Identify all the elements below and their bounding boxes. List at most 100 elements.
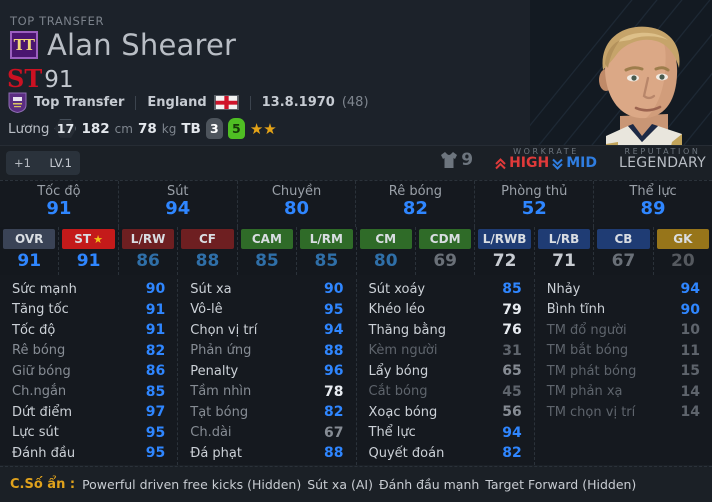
position-rating-value: 91 xyxy=(76,251,101,271)
workrate-defense: MID xyxy=(566,155,597,172)
stat-row: Dứt điểm 97 xyxy=(12,402,165,423)
stat-value: 94 xyxy=(502,424,522,441)
stat-row: Ch.dài 67 xyxy=(190,423,343,444)
stat-name: Sút xoáy xyxy=(368,281,426,297)
position-rating-value: 71 xyxy=(552,251,576,271)
chevron-up-icon xyxy=(495,157,506,169)
reputation-caption: REPUTATION xyxy=(624,147,701,156)
position-chip-label: GK xyxy=(673,232,693,246)
main-stat-3: Chuyền 80 xyxy=(238,181,357,227)
position-cell-gk[interactable]: GK 20 xyxy=(654,227,712,275)
position-cell-l-rwb[interactable]: L/RWB 72 xyxy=(475,227,535,275)
main-stat-value: 91 xyxy=(46,198,72,219)
card-type-label: TOP TRANSFER xyxy=(10,14,105,28)
position-rating-value: 88 xyxy=(195,251,220,271)
stat-value: 95 xyxy=(145,424,166,441)
position-cell-l-rw[interactable]: L/RW 86 xyxy=(119,227,179,275)
stat-row: Thăng bằng 76 xyxy=(369,320,522,341)
main-stat-label: Phòng thủ xyxy=(501,184,568,199)
stat-value: 91 xyxy=(145,301,166,318)
position-rating-value: 85 xyxy=(255,251,279,271)
stat-name: Thăng bằng xyxy=(368,322,446,338)
stat-value: 67 xyxy=(324,424,344,441)
top-transfer-badge-icon: TT xyxy=(10,31,38,59)
stat-row: Sút xoáy 85 xyxy=(369,279,522,300)
stat-row: Đá phạt 88 xyxy=(190,443,343,464)
stat-value: 95 xyxy=(145,445,166,462)
stat-value: 79 xyxy=(502,301,522,318)
position-cell-cb[interactable]: CB 67 xyxy=(594,227,654,275)
stat-row: Lẩy bóng 65 xyxy=(369,361,522,382)
stat-value: 31 xyxy=(502,342,522,359)
overall-rating: 91 xyxy=(44,67,74,93)
stat-name: Sút xa xyxy=(190,281,232,297)
player-weight: 78 xyxy=(137,120,157,137)
main-position: ST xyxy=(7,64,43,93)
position-cell-cdm[interactable]: CDM 69 xyxy=(416,227,476,275)
card-subheader: +1 LV.1 9 WORKRATE HIGH xyxy=(0,145,712,180)
position-cell-l-rm[interactable]: L/RM 85 xyxy=(297,227,357,275)
position-chip-label: L/RW xyxy=(130,232,166,246)
height-unit: cm xyxy=(114,121,133,136)
main-stat-value: 52 xyxy=(521,198,547,219)
main-stat-value: 82 xyxy=(402,198,428,219)
stat-row: Quyết đoán 82 xyxy=(369,443,522,464)
stat-name: Lực sút xyxy=(12,425,59,441)
stat-value: 11 xyxy=(680,342,700,359)
stat-row: Bình tĩnh 90 xyxy=(547,300,700,321)
stat-row: TM chọn vị trí 14 xyxy=(547,402,700,423)
player-height: 182 xyxy=(81,120,110,137)
weak-foot-icon: 3 xyxy=(205,118,223,139)
stat-name: Dứt điểm xyxy=(12,404,73,420)
position-cell-cm[interactable]: CM 80 xyxy=(357,227,416,275)
traits-label: C.Số ẩn : xyxy=(10,477,76,492)
stat-row: TM phản xạ 14 xyxy=(547,382,700,403)
stat-value: 88 xyxy=(324,445,344,462)
position-cell-l-rb[interactable]: L/RB 71 xyxy=(535,227,595,275)
stat-name: Penalty xyxy=(190,363,239,379)
position-rating-value: 86 xyxy=(136,251,160,271)
position-rating-value: 67 xyxy=(611,251,636,271)
stat-name: Vô-lê xyxy=(190,302,223,318)
stat-column-3: Sút xoáy 85 Khéo léo 79 Thăng bằng 76 Kèm ngườ… xyxy=(357,279,535,465)
position-chip: GK xyxy=(656,229,710,249)
position-chip-label: CAM xyxy=(251,232,282,246)
workrate-reputation-block: 9 WORKRATE HIGH MID xyxy=(439,147,706,172)
skill-moves-icon: 5 xyxy=(227,118,245,139)
main-stat-label: Tốc độ xyxy=(37,184,81,199)
position-ratings-row: OVR 91 ST ★ 91 L/RW 86 CF 88 CAM 85 L/RM 85 CM 80 CDM 69… xyxy=(0,227,712,275)
stat-name: Ch.ngắn xyxy=(12,384,67,400)
stat-row: TM phát bóng 15 xyxy=(547,361,700,382)
stat-row: Xoạc bóng 56 xyxy=(369,402,522,423)
position-rating-value: 85 xyxy=(314,251,339,271)
stat-column-1: Sức mạnh 90 Tăng tốc 91 Tốc độ 91 Rê bóng 82 Giữ… xyxy=(0,279,179,465)
stat-value: 91 xyxy=(145,322,166,339)
stat-row: Tốc độ 91 xyxy=(12,320,165,341)
stat-name: Sức mạnh xyxy=(12,281,77,297)
nation-name: England xyxy=(147,95,207,110)
stat-row: Lực sút 95 xyxy=(12,423,165,444)
stat-value: 90 xyxy=(324,281,344,298)
position-chip: CDM xyxy=(418,229,472,249)
stat-value: 97 xyxy=(145,404,166,421)
stat-name: Chọn vị trí xyxy=(190,322,258,338)
stat-row: Kèm người 31 xyxy=(369,341,522,362)
position-cell-st[interactable]: ST ★ 91 xyxy=(59,227,119,275)
position-cell-cf[interactable]: CF 88 xyxy=(178,227,238,275)
stat-name: TM phản xạ xyxy=(546,384,623,400)
position-chip: L/RM xyxy=(300,229,353,249)
stat-name: Tốc độ xyxy=(12,322,56,338)
position-cell-cam[interactable]: CAM 85 xyxy=(238,227,298,275)
trait-item: Sút xa (AI) xyxy=(307,477,373,492)
stat-row: Sút xa 90 xyxy=(190,279,343,300)
level-button[interactable]: +1 LV.1 xyxy=(6,151,80,175)
position-chip-label: OVR xyxy=(15,232,44,246)
position-cell-ovr[interactable]: OVR 91 xyxy=(0,227,60,275)
stat-value: 82 xyxy=(324,404,344,421)
stat-value: 86 xyxy=(145,363,166,380)
england-flag-icon xyxy=(213,95,239,110)
stat-name: Kèm người xyxy=(368,343,438,359)
position-chip: CM xyxy=(359,229,412,249)
shirt-number: 9 xyxy=(461,149,474,170)
stat-row: Tầm nhìn 78 xyxy=(190,382,343,403)
